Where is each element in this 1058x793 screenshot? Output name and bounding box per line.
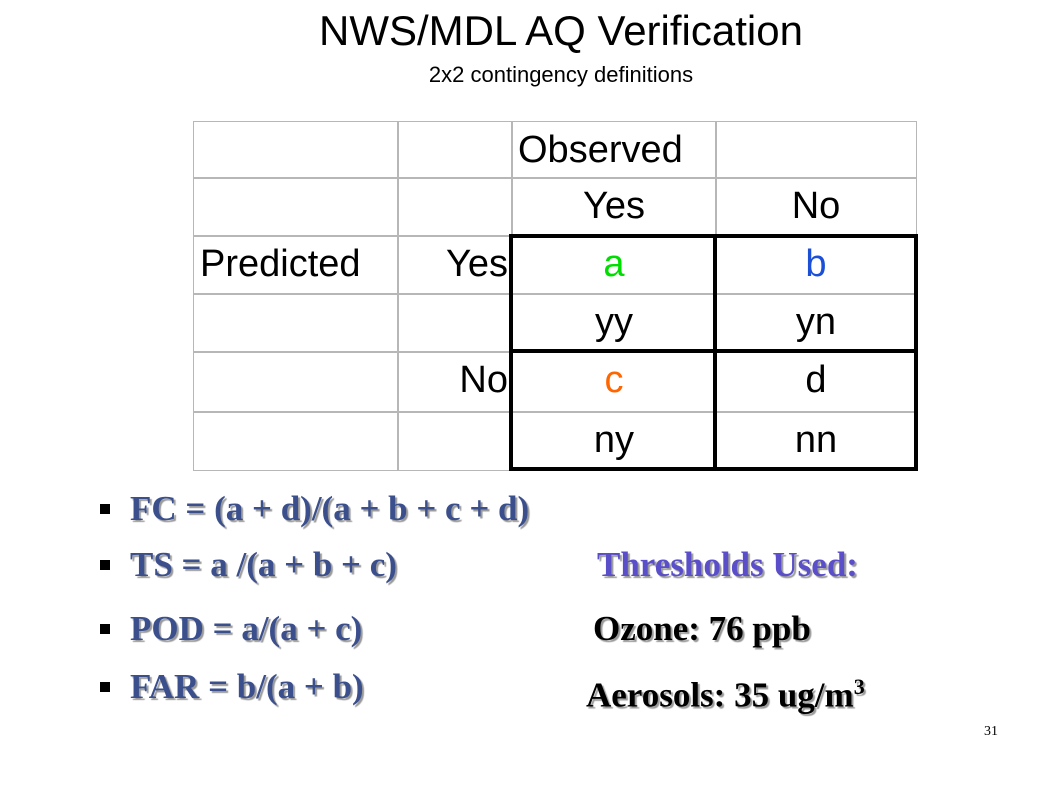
table-cell-empty	[715, 121, 917, 179]
table-cell-empty	[193, 121, 399, 179]
predicted-yes-header: Yes	[397, 235, 513, 295]
far-formula: FAR = b/(a + b)	[130, 667, 364, 706]
square-bullet-icon	[100, 682, 110, 692]
bold-border-d	[713, 349, 918, 471]
bold-border-b	[713, 234, 918, 353]
predicted-header: Predicted	[193, 235, 399, 295]
observed-header: Observed	[511, 121, 717, 179]
predicted-no-header: No	[397, 351, 513, 413]
table-cell-empty	[193, 293, 399, 353]
aerosols-text: Aerosols: 35 ug/m	[586, 675, 854, 715]
table-cell-empty	[193, 411, 399, 471]
ozone-threshold: Ozone: 76 ppb	[593, 609, 811, 648]
page-number: 31	[984, 724, 998, 739]
observed-no-header: No	[715, 177, 917, 237]
bold-border-c	[509, 349, 717, 471]
thresholds-heading: Thresholds Used:	[597, 545, 858, 584]
pod-formula: POD = a/(a + c)	[130, 609, 363, 648]
table-cell-empty	[193, 177, 399, 237]
contingency-table: Observed Yes No Predicted Yes a b yy yn …	[193, 121, 918, 471]
square-bullet-icon	[100, 560, 110, 570]
observed-yes-header: Yes	[511, 177, 717, 237]
square-bullet-icon	[100, 624, 110, 634]
slide-subtitle: 2x2 contingency definitions	[428, 62, 694, 87]
square-bullet-icon	[100, 504, 110, 514]
table-cell-empty	[397, 411, 513, 471]
table-cell-empty	[397, 293, 513, 353]
slide-title: NWS/MDL AQ Verification	[319, 7, 803, 54]
fc-formula: FC = (a + d)/(a + b + c + d)	[130, 489, 530, 528]
ts-formula: TS = a /(a + b + c)	[130, 545, 397, 584]
table-cell-empty	[397, 121, 513, 179]
aerosols-superscript: 3	[853, 674, 865, 699]
aerosols-threshold: Aerosols: 35 ug/m3	[586, 665, 865, 718]
bold-border-a	[509, 234, 717, 353]
table-cell-empty	[397, 177, 513, 237]
table-cell-empty	[193, 351, 399, 413]
